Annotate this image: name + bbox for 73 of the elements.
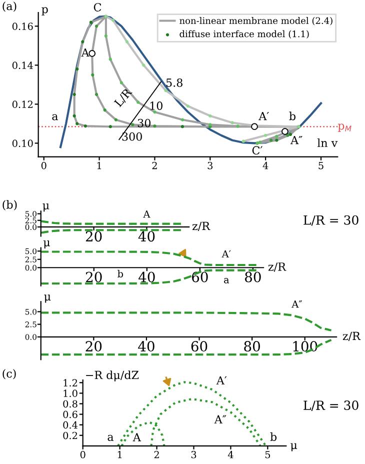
y-tick-label: 0.6 [63,410,78,418]
x-tick-label: 20 [86,231,102,242]
annotation: 5.8 [166,78,182,87]
x-tick-label: 60 [191,341,208,352]
y-tick-label: 0.4 [63,421,78,429]
annotation: L/R [114,87,134,108]
annotation: a [52,114,58,120]
y-tick-label: 0.14 [12,62,33,70]
x-tick-label: 0 [41,162,46,170]
annotation: A′ [216,376,227,384]
annotation: A′ [222,250,231,258]
x-tick-label: 40 [138,341,154,352]
x-tick-label: 20 [86,272,102,282]
y-tick-label: 0.12 [12,100,33,108]
x-tick-label: 5 [318,162,324,170]
annotation: C′ [252,146,263,155]
x-tick-label: 4 [262,162,268,170]
chart-title: (b) [2,200,17,210]
annotation: A″ [290,136,302,144]
annotation: A [143,210,150,218]
annotation: 10 [150,102,162,110]
legend-label: non-linear membrane model (2.4) [180,17,332,26]
y-tick-label: 0.8 [63,400,78,408]
legend-label: diffuse interface model (1.1) [180,30,309,39]
y-axis-title: μ [43,240,50,249]
x-tick-label: 5 [265,451,270,458]
annotation: 30 [138,118,150,128]
annotation: 300 [122,132,142,141]
x-tick-label: 100 [293,341,318,352]
x-tick-label: 40 [138,272,155,282]
text: L/R = 30 [304,400,358,411]
x-tick-label: 20 [86,341,102,352]
x-axis-title: z/R [192,222,210,232]
x-tick-label: 0 [80,450,86,458]
annotation: a [108,434,114,441]
x-tick-label: 4 [228,450,234,458]
y-axis-title: μ [42,204,50,212]
chart-title: (c) [2,369,16,380]
x-axis-title: z/R [342,332,361,341]
y-tick-label: 1.0 [64,390,78,398]
x-tick-label: 3 [208,162,213,170]
y-axis-title: p [42,7,48,16]
y-tick-label: 0.2 [63,432,78,440]
x-tick-label: 60 [192,272,208,282]
annotation: C [94,3,102,12]
x-axis-title: μ [290,443,298,452]
x-tick-label: 2 [152,162,157,170]
y-tick-label: 1.2 [64,379,78,386]
annotation: A′ [258,112,269,120]
ref-line-label: p$_{M}$ [338,124,352,132]
text: L/R = 30 [304,215,358,226]
x-tick-label: 1 [118,450,122,458]
chart-title: (a) [2,2,16,12]
x-tick-label: 40 [138,231,155,242]
y-tick-label: 0.10 [12,140,33,148]
y-axis-title: −R dμ/dZ [86,370,139,382]
x-tick-label: 2 [154,450,159,458]
annotation: A [81,48,90,57]
annotation: a [224,278,230,284]
x-tick-label: 1 [97,162,102,170]
y-tick-label: 0.16 [12,22,33,30]
annotation: A″ [214,415,226,424]
x-tick-label: 80 [245,272,261,282]
annotation: A [132,433,142,442]
x-tick-label: 3 [191,450,196,458]
annotation: b [270,432,277,441]
annotation: b [118,270,124,278]
x-axis-title: z/R [268,262,286,272]
annotation: b [289,112,296,120]
annotation: A″ [292,300,302,308]
y-axis-title: μ [44,294,51,303]
x-axis-title: ln v [317,138,338,147]
x-tick-label: 80 [244,341,260,352]
